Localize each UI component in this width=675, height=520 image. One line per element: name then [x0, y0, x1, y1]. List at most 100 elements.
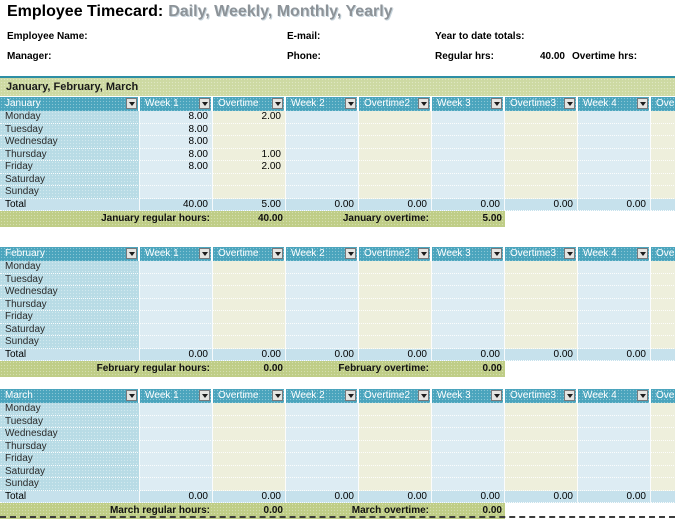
timesheet-cell[interactable] [578, 273, 651, 286]
filter-dropdown-button[interactable] [272, 248, 283, 259]
timesheet-cell[interactable] [651, 311, 675, 324]
timesheet-cell[interactable] [140, 415, 213, 428]
filter-dropdown-button[interactable] [637, 248, 648, 259]
filter-dropdown-button[interactable] [199, 98, 210, 109]
timesheet-cell[interactable] [359, 336, 432, 349]
timesheet-cell[interactable] [505, 111, 578, 124]
timesheet-cell[interactable] [651, 323, 675, 336]
filter-dropdown-button[interactable] [126, 390, 137, 401]
timesheet-cell[interactable] [286, 440, 359, 453]
timesheet-cell[interactable] [213, 311, 286, 324]
timesheet-cell[interactable] [140, 428, 213, 441]
timesheet-cell[interactable]: 8.00 [140, 148, 213, 161]
timesheet-cell[interactable] [651, 148, 675, 161]
timesheet-cell[interactable] [432, 161, 505, 174]
timesheet-cell[interactable] [140, 186, 213, 199]
timesheet-cell[interactable] [505, 478, 578, 491]
timesheet-cell[interactable] [213, 478, 286, 491]
timesheet-cell[interactable] [359, 453, 432, 466]
timesheet-cell[interactable] [505, 298, 578, 311]
timesheet-cell[interactable] [505, 173, 578, 186]
timesheet-cell[interactable] [213, 298, 286, 311]
timesheet-cell[interactable]: 8.00 [140, 161, 213, 174]
filter-dropdown-button[interactable] [345, 98, 356, 109]
timesheet-cell[interactable] [286, 323, 359, 336]
timesheet-cell[interactable] [505, 403, 578, 416]
timesheet-cell[interactable] [432, 261, 505, 274]
timesheet-cell[interactable] [505, 273, 578, 286]
timesheet-cell[interactable] [505, 136, 578, 149]
timesheet-cell[interactable] [432, 136, 505, 149]
timesheet-cell[interactable] [140, 465, 213, 478]
timesheet-cell[interactable] [432, 123, 505, 136]
timesheet-cell[interactable] [505, 336, 578, 349]
timesheet-cell[interactable] [505, 186, 578, 199]
timesheet-cell[interactable] [140, 286, 213, 299]
timesheet-cell[interactable] [651, 136, 675, 149]
timesheet-cell[interactable] [505, 465, 578, 478]
filter-dropdown-button[interactable] [272, 390, 283, 401]
timesheet-cell[interactable] [286, 465, 359, 478]
timesheet-cell[interactable] [359, 261, 432, 274]
timesheet-cell[interactable] [286, 415, 359, 428]
filter-dropdown-button[interactable] [126, 98, 137, 109]
timesheet-cell[interactable] [505, 311, 578, 324]
filter-dropdown-button[interactable] [199, 248, 210, 259]
timesheet-cell[interactable] [651, 123, 675, 136]
timesheet-cell[interactable] [286, 336, 359, 349]
timesheet-cell[interactable] [578, 311, 651, 324]
timesheet-cell[interactable] [213, 261, 286, 274]
timesheet-cell[interactable] [286, 453, 359, 466]
timesheet-cell[interactable] [578, 403, 651, 416]
filter-dropdown-button[interactable] [564, 98, 575, 109]
filter-dropdown-button[interactable] [637, 98, 648, 109]
timesheet-cell[interactable] [359, 273, 432, 286]
timesheet-cell[interactable] [286, 136, 359, 149]
timesheet-cell[interactable] [651, 336, 675, 349]
timesheet-cell[interactable] [432, 311, 505, 324]
timesheet-cell[interactable] [432, 428, 505, 441]
filter-dropdown-button[interactable] [345, 390, 356, 401]
timesheet-cell[interactable] [286, 123, 359, 136]
timesheet-cell[interactable] [359, 440, 432, 453]
timesheet-cell[interactable] [651, 440, 675, 453]
timesheet-cell[interactable] [578, 415, 651, 428]
timesheet-cell[interactable] [578, 453, 651, 466]
timesheet-cell[interactable] [432, 273, 505, 286]
timesheet-cell[interactable] [432, 415, 505, 428]
timesheet-cell[interactable] [578, 298, 651, 311]
timesheet-cell[interactable] [651, 186, 675, 199]
timesheet-cell[interactable] [505, 286, 578, 299]
filter-dropdown-button[interactable] [564, 248, 575, 259]
timesheet-cell[interactable] [651, 161, 675, 174]
timesheet-cell[interactable] [432, 478, 505, 491]
filter-dropdown-button[interactable] [418, 248, 429, 259]
timesheet-cell[interactable] [140, 261, 213, 274]
timesheet-cell[interactable] [651, 286, 675, 299]
timesheet-cell[interactable] [140, 311, 213, 324]
timesheet-cell[interactable] [505, 148, 578, 161]
timesheet-cell[interactable]: 1.00 [213, 148, 286, 161]
timesheet-cell[interactable] [432, 148, 505, 161]
timesheet-cell[interactable] [286, 478, 359, 491]
timesheet-cell[interactable] [359, 478, 432, 491]
timesheet-cell[interactable] [213, 453, 286, 466]
timesheet-cell[interactable] [140, 453, 213, 466]
timesheet-cell[interactable] [432, 453, 505, 466]
timesheet-cell[interactable] [651, 453, 675, 466]
timesheet-cell[interactable] [213, 173, 286, 186]
timesheet-cell[interactable] [432, 286, 505, 299]
filter-dropdown-button[interactable] [491, 390, 502, 401]
timesheet-cell[interactable]: 8.00 [140, 136, 213, 149]
timesheet-cell[interactable] [432, 440, 505, 453]
timesheet-cell[interactable] [651, 428, 675, 441]
timesheet-cell[interactable] [505, 161, 578, 174]
filter-dropdown-button[interactable] [199, 390, 210, 401]
timesheet-cell[interactable] [286, 286, 359, 299]
timesheet-cell[interactable] [578, 173, 651, 186]
timesheet-cell[interactable] [286, 111, 359, 124]
timesheet-cell[interactable] [213, 403, 286, 416]
timesheet-cell[interactable] [651, 465, 675, 478]
timesheet-cell[interactable] [286, 273, 359, 286]
timesheet-cell[interactable] [286, 161, 359, 174]
